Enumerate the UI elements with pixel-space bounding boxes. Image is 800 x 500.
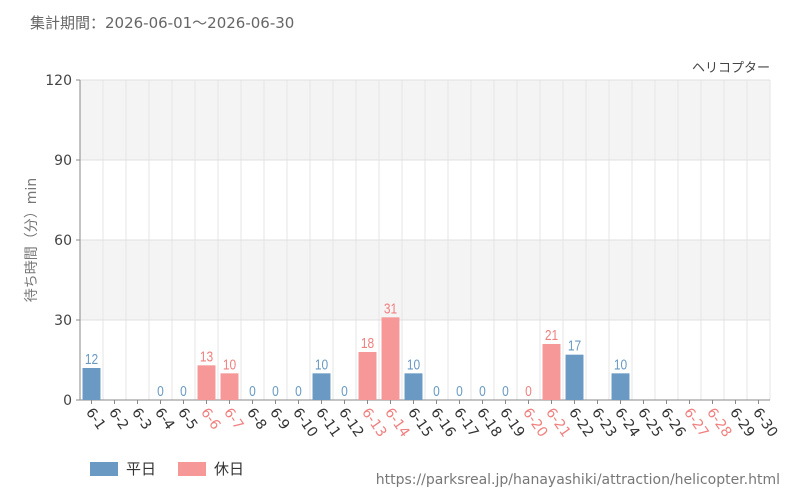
x-tick-label-6-18: 6-18 [473, 405, 504, 440]
x-tick-label-6-10: 6-10 [289, 405, 320, 440]
y-tick-label: 60 [54, 233, 72, 249]
x-tick-label-6-5: 6-5 [174, 405, 200, 433]
bar-6-22 [565, 354, 584, 400]
x-tick-label-6-21: 6-21 [542, 405, 573, 440]
bar-6-7 [220, 373, 239, 400]
y-tick-label: 0 [63, 393, 72, 409]
x-tick-label-6-23: 6-23 [588, 405, 619, 440]
x-tick-label-6-26: 6-26 [657, 405, 688, 440]
x-tick-label-6-25: 6-25 [634, 405, 665, 440]
data-label-6-12: 0 [341, 383, 348, 400]
x-tick-label-6-16: 6-16 [427, 405, 458, 440]
data-label-6-17: 0 [456, 383, 463, 400]
x-tick-label-6-6: 6-6 [197, 405, 223, 433]
x-tick-label-6-1: 6-1 [82, 405, 108, 433]
legend-swatch-weekday [90, 461, 118, 476]
bar-6-13 [358, 352, 377, 400]
x-tick-label-6-2: 6-2 [105, 405, 131, 433]
y-tick-label: 120 [45, 73, 72, 89]
chart-title: ヘリコプター [692, 61, 770, 76]
x-tick-label-6-20: 6-20 [519, 405, 550, 440]
period-subtitle: 集計期間：2026-06-01～2026-06-30 [30, 14, 295, 32]
bar-6-11 [312, 373, 331, 400]
data-label-6-14: 31 [384, 300, 397, 317]
x-tick-label-6-13: 6-13 [358, 405, 389, 440]
x-tick-label-6-24: 6-24 [611, 405, 642, 440]
x-tick-label-6-19: 6-19 [496, 405, 527, 440]
x-tick-label-6-12: 6-12 [335, 405, 366, 440]
data-label-6-6: 13 [200, 348, 213, 365]
data-label-6-24: 10 [614, 356, 628, 373]
data-label-6-9: 0 [272, 383, 279, 400]
bar-6-15 [404, 373, 423, 400]
data-label-6-1: 12 [85, 351, 98, 368]
data-label-6-20: 0 [525, 383, 532, 400]
legend-item-holiday[interactable]: 休日 [178, 458, 244, 479]
data-label-6-5: 0 [180, 383, 187, 400]
x-tick-label-6-9: 6-9 [266, 405, 292, 433]
legend-label-holiday: 休日 [214, 460, 245, 478]
bar-6-24 [611, 373, 630, 400]
data-label-6-7: 10 [223, 356, 237, 373]
data-label-6-10: 0 [295, 383, 302, 400]
y-tick-label: 30 [54, 313, 72, 329]
bar-6-6 [197, 365, 216, 400]
bar-6-1 [82, 368, 101, 400]
x-tick-label-6-27: 6-27 [680, 405, 711, 440]
x-tick-label-6-22: 6-22 [565, 405, 596, 440]
data-label-6-21: 21 [545, 327, 558, 344]
data-label-6-19: 0 [502, 383, 509, 400]
source-url: https://parksreal.jp/hanayashiki/attract… [375, 472, 780, 488]
legend-swatch-holiday [178, 461, 207, 476]
x-tick-label-6-14: 6-14 [381, 405, 412, 440]
y-axis-label: 待ち時間（分）min [24, 178, 40, 302]
x-tick-label-6-3: 6-3 [128, 405, 154, 433]
bar-6-21 [542, 344, 561, 400]
data-label-6-4: 0 [157, 383, 164, 400]
data-label-6-8: 0 [249, 383, 256, 400]
bar-6-14 [381, 317, 400, 400]
x-tick-label-6-28: 6-28 [703, 405, 734, 440]
x-tick-label-6-17: 6-17 [450, 405, 481, 440]
x-tick-label-6-30: 6-30 [749, 405, 780, 440]
x-tick-label-6-7: 6-7 [220, 405, 246, 433]
data-label-6-11: 10 [315, 356, 329, 373]
x-tick-label-6-8: 6-8 [243, 405, 269, 433]
x-tick-label-6-15: 6-15 [404, 405, 435, 440]
data-label-6-15: 10 [407, 356, 421, 373]
data-label-6-13: 18 [361, 335, 374, 352]
x-tick-label-6-4: 6-4 [151, 405, 177, 433]
y-tick-label: 90 [54, 153, 72, 169]
chart-legend: 平日 休日 [90, 458, 244, 479]
data-label-6-22: 17 [568, 337, 581, 354]
legend-item-weekday[interactable]: 平日 [90, 458, 156, 479]
x-tick-label-6-11: 6-11 [312, 405, 343, 440]
x-tick-label-6-29: 6-29 [726, 405, 757, 440]
data-label-6-18: 0 [479, 383, 486, 400]
data-label-6-16: 0 [433, 383, 440, 400]
legend-label-weekday: 平日 [126, 460, 157, 478]
